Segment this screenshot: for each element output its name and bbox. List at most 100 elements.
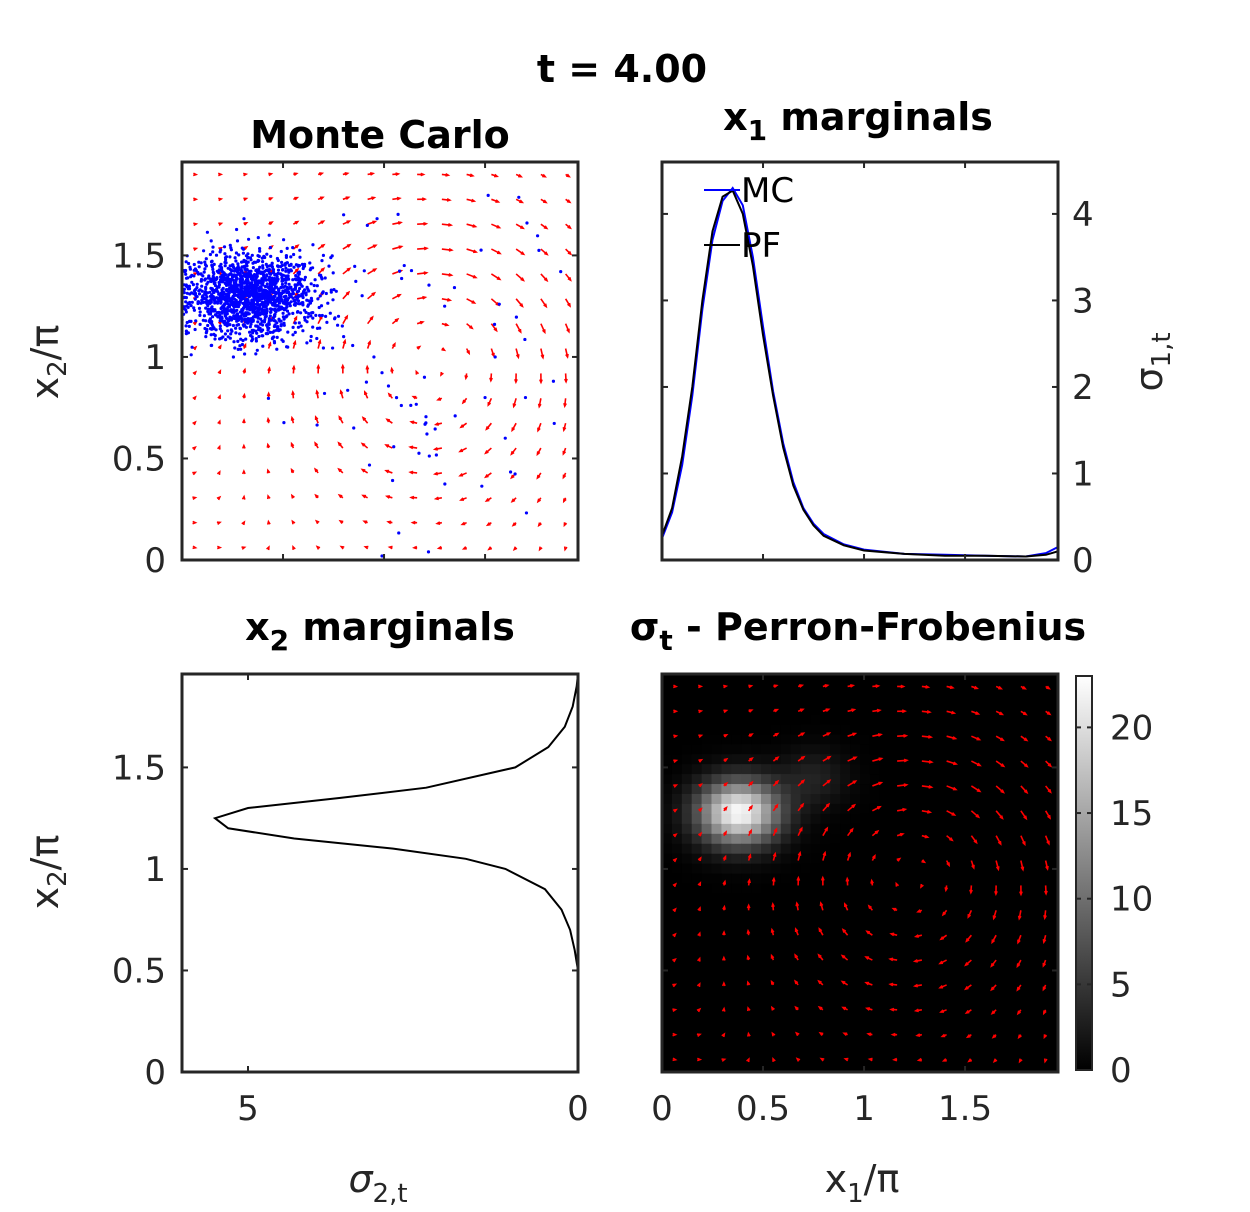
pf-heat-cell-32-31: [978, 753, 990, 765]
pf-heat-cell-8-16: [741, 902, 752, 914]
pf-heat-cell-38-12: [1038, 942, 1049, 954]
pf-heat-cell-29-2: [949, 1042, 960, 1053]
pf-heat-cell-32-32: [978, 743, 990, 755]
mc-point-606: [331, 298, 335, 302]
pf-arrow-228: [1016, 959, 1022, 969]
pf-heat-cell-20-36: [860, 703, 871, 715]
mc-point-313: [321, 346, 325, 350]
pf-heat-cell-8-24: [741, 823, 752, 834]
pf-heat-cell-20-33: [860, 733, 871, 745]
pf-heat-cell-27-39: [929, 674, 940, 685]
pf-xtick-label-2: 1: [853, 1089, 875, 1129]
pf-heat-cell-34-36: [998, 703, 1010, 715]
pf-heat-cell-25-38: [909, 683, 920, 695]
pf-arrow-101: [818, 927, 824, 936]
pf-heat-cell-0-2: [662, 1042, 673, 1053]
pf-heat-cell-16-38: [820, 683, 831, 695]
mc-point-1549: [278, 272, 283, 276]
mc-arrow-232: [540, 348, 545, 360]
pf-heat-cell-1-33: [671, 733, 683, 745]
mc-point-1384: [277, 329, 281, 333]
mc-point-1390: [216, 296, 220, 301]
pf-arrow-121: [846, 827, 854, 837]
pf-heat-cell-3-1: [691, 1052, 703, 1063]
mc-point-1367: [299, 324, 303, 328]
pf-heat-cell-3-32: [691, 743, 703, 755]
pf-heat-cell-30-12: [959, 942, 970, 954]
pf-heat-cell-1-24: [671, 823, 683, 834]
mc-point-1585: [247, 290, 251, 294]
mc-point-510: [234, 280, 238, 285]
pf-arrow-187: [946, 785, 958, 791]
pf-heat-cell-25-30: [909, 763, 920, 775]
mc-point-1510: [318, 313, 322, 318]
pf-heat-cell-31-18: [968, 882, 980, 894]
pf-arrow-131: [864, 981, 873, 986]
pf-arrow-32: [721, 1058, 727, 1062]
mc-arrow-182: [461, 397, 468, 405]
pf-heat-cell-38-30: [1038, 763, 1049, 775]
mc-point-1284: [245, 306, 249, 310]
pf-heat-cell-16-12: [820, 942, 831, 954]
mc-point-1186: [284, 269, 288, 273]
mc-arrow-101: [338, 415, 344, 424]
pf-heat-cell-5-12: [711, 942, 722, 954]
pf-heat-cell-39-26: [1048, 803, 1059, 814]
pf-heat-cell-0-9: [662, 972, 673, 984]
pf-heat-cell-13-30: [790, 763, 802, 775]
pf-heat-cell-37-12: [1028, 942, 1039, 954]
pf-heat-cell-17-36: [830, 703, 841, 715]
mc-point-1098: [197, 292, 202, 296]
pf-heat-cell-4-1: [701, 1052, 713, 1063]
mc-point-79: [317, 305, 321, 310]
pf-heat-cell-34-12: [998, 942, 1010, 954]
mc-swirl-point-20: [319, 304, 324, 308]
pf-heat-cell-29-0: [949, 1062, 960, 1073]
mc-particles: [180, 193, 563, 558]
pf-arrow-173: [921, 735, 934, 739]
mc-point-1447: [215, 300, 219, 304]
pf-heat-cell-28-23: [939, 833, 950, 844]
pf-arrow-230: [1017, 910, 1022, 921]
pf-heat-cell-9-19: [751, 873, 762, 884]
pf-heat-cell-37-21: [1028, 853, 1039, 864]
pf-arrow-7: [672, 882, 678, 888]
pf-heat-cell-20-3: [860, 1032, 871, 1043]
pf-heat-cell-27-14: [929, 922, 940, 934]
pf-heat-cell-26-8: [919, 982, 930, 993]
pf-heat-cell-34-30: [998, 763, 1010, 775]
pf-heat-cell-30-29: [959, 773, 970, 785]
pf-heat-cell-23-19: [889, 873, 901, 884]
pf-heat-cell-12-16: [780, 902, 792, 914]
pf-heat-cell-26-18: [919, 882, 930, 894]
pf-heat-cell-11-18: [770, 882, 782, 894]
pf-heat-cell-9-8: [751, 982, 762, 993]
pf-arrow-105: [822, 826, 829, 837]
mc-arrow-114: [361, 494, 368, 499]
pf-heat-cell-28-3: [939, 1032, 950, 1043]
mc-arrow-72: [292, 339, 297, 349]
pf-heat-cell-18-27: [840, 793, 851, 804]
mc-point-1557: [244, 314, 248, 318]
pf-arrow-194: [964, 1009, 972, 1015]
pf-heat-cell-21-15: [869, 912, 881, 924]
mc-point-1368: [329, 290, 333, 294]
mc-arrow-251: [565, 273, 572, 282]
pf-heat-cell-18-18: [840, 882, 851, 894]
pf-heat-cell-24-20: [899, 863, 911, 874]
pf-heat-cell-30-8: [959, 982, 970, 993]
pf-heat-cell-3-39: [691, 674, 703, 685]
pf-heat-cell-21-32: [869, 743, 881, 755]
pf-heat-cell-7-12: [731, 942, 742, 954]
pf-heat-cell-8-11: [741, 952, 752, 964]
pf-heat-cell-10-26: [761, 803, 772, 814]
mc-arrow-125: [367, 220, 378, 225]
mc-point-1046: [270, 285, 274, 289]
pf-heat-cell-38-25: [1038, 813, 1049, 824]
pf-heat-cell-26-30: [919, 763, 930, 775]
pf-heat-cell-8-30: [741, 763, 752, 775]
mc-swirl-point-25: [513, 472, 517, 476]
mc-arrow-134: [387, 392, 394, 399]
x1-line-pf: [661, 189, 1059, 558]
mc-arrow-194: [484, 497, 492, 503]
